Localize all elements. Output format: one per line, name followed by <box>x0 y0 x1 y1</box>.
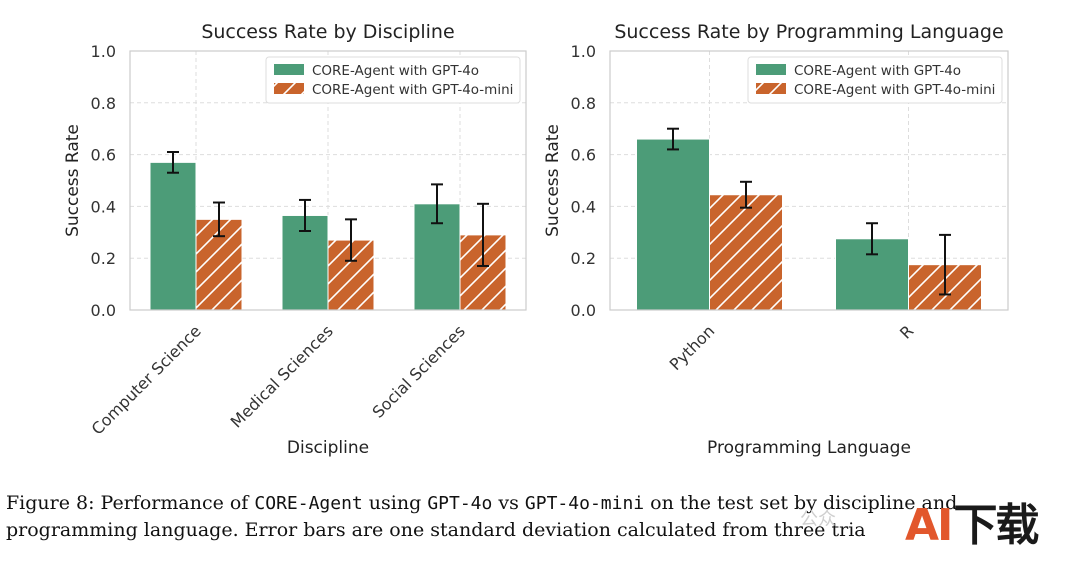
caption-text: using <box>362 492 428 514</box>
y-tick-label: 1.0 <box>91 42 116 61</box>
y-tick-label: 0.4 <box>571 197 596 216</box>
x-tick-label: Social Sciences <box>368 321 468 421</box>
watermark-logo: AI下载 <box>905 500 1039 551</box>
y-tick-label: 0.0 <box>571 301 596 320</box>
y-tick-label: 0.8 <box>91 94 116 113</box>
caption-text: vs <box>492 492 525 514</box>
watermark-download: 下载 <box>953 500 1039 551</box>
bar <box>149 161 197 311</box>
legend-box <box>265 56 521 104</box>
x-tick-label: R <box>896 321 917 342</box>
x-axis-label: Discipline <box>287 438 369 458</box>
legend-swatch <box>274 83 304 94</box>
y-tick-label: 0.2 <box>571 249 596 268</box>
legend-label: CORE-Agent with GPT-4o <box>312 63 479 79</box>
plot-frame <box>609 50 1009 311</box>
legend-swatch <box>756 83 786 94</box>
plot-frame <box>129 50 527 311</box>
legend-label: CORE-Agent with GPT-4o <box>794 63 961 79</box>
watermark-ai: AI <box>905 500 953 551</box>
bar <box>709 194 783 311</box>
legend-swatch <box>274 64 304 75</box>
y-tick-label: 0.6 <box>91 146 116 165</box>
chart-title: Success Rate by Discipline <box>201 21 454 43</box>
y-tick-label: 0.6 <box>571 146 596 165</box>
y-tick-label: 0.0 <box>91 301 116 320</box>
caption-text: Figure 8: Performance of <box>6 492 255 514</box>
y-axis-label: Success Rate <box>63 124 83 237</box>
bar <box>327 239 375 311</box>
legend-swatch <box>756 64 786 75</box>
caption-code-gpt4o-mini: GPT-4o-mini <box>524 493 645 514</box>
legend-box <box>747 56 1003 104</box>
x-tick-label: Python <box>666 321 719 374</box>
caption-text: on the test set by discipline and <box>644 492 958 514</box>
legend-label: CORE-Agent with GPT-4o-mini <box>794 82 995 98</box>
caption-code-core-agent: CORE-Agent <box>254 493 363 514</box>
watermark-faint-text: 公众 <box>800 509 836 530</box>
y-axis-label: Success Rate <box>543 124 563 237</box>
x-axis-label: Programming Language <box>707 438 911 458</box>
figure-caption: Figure 8: Performance of CORE-Agent usin… <box>6 490 1076 544</box>
x-tick-label: Medical Sciences <box>227 321 337 431</box>
y-tick-label: 0.2 <box>91 249 116 268</box>
legend-label: CORE-Agent with GPT-4o-mini <box>312 82 513 98</box>
caption-code-gpt4o: GPT-4o <box>427 493 493 514</box>
chart-title: Success Rate by Programming Language <box>614 21 1003 43</box>
caption-line-2: programming language. Error bars are one… <box>6 519 866 541</box>
y-tick-label: 1.0 <box>571 42 596 61</box>
y-tick-label: 0.8 <box>571 94 596 113</box>
caption-line-1: Figure 8: Performance of CORE-Agent usin… <box>6 490 1076 517</box>
y-tick-label: 0.4 <box>91 197 116 216</box>
bar <box>636 138 710 311</box>
figure-charts: 0.0 0.2 0.4 0.6 0.8 1.0 Computer Science Medica… <box>63 21 1009 458</box>
x-tick-label: Computer Science <box>88 321 205 438</box>
